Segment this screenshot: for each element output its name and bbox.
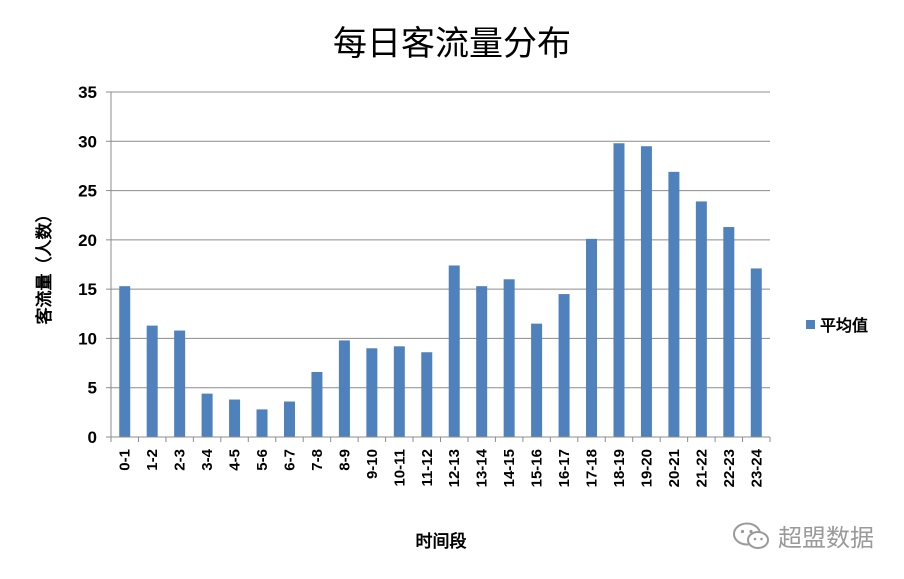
bar: [119, 286, 131, 437]
x-tick-label: 21-22: [693, 449, 710, 487]
bar: [393, 346, 405, 437]
bar: [558, 294, 570, 437]
x-tick-label: 6-7: [281, 449, 298, 471]
x-tick-label: 0-1: [117, 449, 134, 471]
bar: [668, 171, 680, 438]
watermark-text: 超盟数据: [778, 524, 874, 552]
y-tick-label: 5: [88, 379, 97, 398]
x-tick-label: 1-2: [144, 449, 161, 471]
y-tick-label: 0: [88, 428, 97, 447]
bar: [311, 371, 323, 437]
legend-swatch: [806, 320, 815, 329]
x-tick-label: 19-20: [638, 449, 655, 487]
gridlines: [111, 91, 770, 389]
bar: [586, 238, 598, 437]
axes: [106, 91, 771, 442]
x-tick-label: 15-16: [529, 449, 546, 487]
x-tick-label: 5-6: [254, 449, 271, 471]
legend: 平均值: [806, 316, 868, 335]
x-tick-label: 8-9: [336, 449, 353, 471]
y-tick-labels: 0 5 10 15 20 25 30 35: [78, 83, 97, 447]
x-tick-label: 11-12: [419, 449, 436, 487]
y-axis-label: 客流量（人数）: [34, 206, 55, 326]
x-tick-label: 10-11: [391, 449, 408, 487]
x-tick-label: 12-13: [446, 449, 463, 487]
x-tick-label: 4-5: [227, 449, 244, 471]
chart-title: 每日客流量分布: [333, 24, 571, 64]
x-tick-label: 20-21: [666, 449, 683, 487]
bar: [256, 409, 268, 437]
bar: [476, 286, 488, 437]
x-tick-label: 22-23: [721, 449, 738, 487]
y-tick-label: 10: [78, 329, 97, 348]
y-tick-label: 20: [78, 231, 97, 250]
y-tick-label: 30: [78, 132, 97, 151]
bar: [723, 227, 735, 437]
x-tick-label: 14-15: [501, 449, 518, 487]
x-tick-label: 7-8: [309, 449, 326, 471]
watermark: 超盟数据: [732, 518, 874, 553]
bar: [229, 399, 241, 437]
bar: [503, 279, 515, 437]
y-tick-label: 15: [78, 280, 97, 299]
x-tick-label: 16-17: [556, 449, 573, 487]
x-tick-label: 18-19: [611, 449, 628, 487]
x-tick-label: 3-4: [199, 448, 216, 470]
bar: [695, 201, 707, 437]
bar: [283, 401, 295, 437]
bar: [613, 143, 625, 437]
bar: [338, 340, 350, 437]
bar: [201, 393, 213, 437]
bar: [640, 146, 652, 437]
x-tick-label: 23-24: [748, 448, 765, 487]
bar: [366, 348, 378, 437]
legend-label: 平均值: [820, 316, 868, 335]
x-axis-label: 时间段: [416, 531, 467, 552]
bar: [750, 268, 762, 437]
x-tick-label: 17-18: [584, 449, 601, 487]
x-tick-label: 9-10: [364, 449, 381, 479]
bar: [531, 323, 543, 437]
y-tick-label: 35: [78, 83, 97, 102]
x-tick-label: 13-14: [474, 448, 491, 487]
bar: [448, 265, 460, 437]
x-tick-label: 2-3: [172, 449, 189, 471]
x-tick-labels: 0-1 1-2 2-3 3-4 4-5 5-6 6-7 7-8 8-9 9-10 10-11 11-1…: [117, 448, 766, 487]
bar: [146, 325, 158, 437]
bar: [174, 330, 186, 437]
bar: [421, 352, 433, 437]
wechat-icon: [733, 522, 769, 549]
bars: [119, 143, 762, 438]
y-tick-label: 25: [78, 182, 97, 201]
